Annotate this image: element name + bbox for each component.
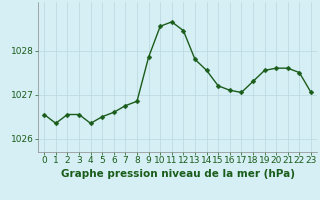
- X-axis label: Graphe pression niveau de la mer (hPa): Graphe pression niveau de la mer (hPa): [60, 169, 295, 179]
